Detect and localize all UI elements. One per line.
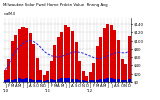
- Bar: [124, 80, 127, 82]
- Bar: [110, 25, 113, 82]
- Bar: [11, 80, 14, 82]
- Bar: [53, 45, 56, 82]
- Bar: [96, 46, 99, 82]
- Bar: [60, 32, 63, 82]
- Bar: [57, 79, 60, 82]
- Bar: [103, 28, 106, 82]
- Bar: [85, 81, 88, 82]
- Bar: [78, 60, 81, 82]
- Bar: [43, 81, 46, 82]
- Bar: [128, 36, 131, 82]
- Bar: [32, 44, 35, 82]
- Bar: [18, 78, 21, 82]
- Bar: [32, 80, 35, 82]
- Bar: [64, 78, 67, 82]
- Bar: [21, 28, 24, 82]
- Bar: [92, 80, 95, 82]
- Bar: [7, 59, 10, 82]
- Bar: [11, 41, 14, 82]
- Bar: [53, 80, 56, 82]
- Bar: [99, 37, 102, 82]
- Bar: [57, 37, 60, 82]
- Bar: [75, 42, 78, 82]
- Bar: [50, 79, 53, 82]
- Bar: [36, 58, 39, 82]
- Bar: [106, 24, 109, 82]
- Text: Milwaukee Solar Pwrd Home Prdctn Value  Rnnng Avg: Milwaukee Solar Pwrd Home Prdctn Value R…: [3, 3, 108, 7]
- Bar: [39, 70, 42, 82]
- Bar: [64, 25, 67, 82]
- Bar: [110, 78, 113, 82]
- Bar: [89, 72, 92, 82]
- Text: $ val  $M.0: $ val $M.0: [3, 10, 16, 17]
- Bar: [82, 71, 85, 82]
- Bar: [4, 70, 7, 82]
- Bar: [25, 78, 28, 82]
- Bar: [113, 30, 116, 82]
- Bar: [39, 80, 42, 82]
- Bar: [46, 80, 49, 82]
- Bar: [117, 79, 120, 82]
- Bar: [120, 80, 124, 82]
- Bar: [78, 80, 81, 82]
- Bar: [68, 28, 70, 82]
- Bar: [99, 79, 102, 82]
- Bar: [4, 80, 7, 82]
- Bar: [103, 79, 106, 82]
- Bar: [21, 79, 24, 82]
- Bar: [46, 71, 49, 82]
- Bar: [128, 79, 131, 82]
- Bar: [117, 40, 120, 82]
- Bar: [106, 78, 109, 82]
- Bar: [43, 75, 46, 82]
- Bar: [18, 29, 21, 82]
- Bar: [7, 79, 10, 82]
- Bar: [75, 79, 78, 82]
- Bar: [29, 33, 32, 82]
- Bar: [113, 79, 116, 82]
- Bar: [68, 78, 70, 82]
- Bar: [120, 59, 124, 82]
- Bar: [25, 28, 28, 82]
- Bar: [96, 80, 99, 82]
- Bar: [71, 79, 74, 82]
- Bar: [124, 64, 127, 82]
- Bar: [82, 80, 85, 82]
- Bar: [60, 78, 63, 82]
- Bar: [14, 79, 17, 82]
- Bar: [36, 80, 39, 82]
- Bar: [14, 34, 17, 82]
- Bar: [29, 79, 32, 82]
- Bar: [92, 63, 95, 82]
- Bar: [50, 61, 53, 82]
- Bar: [85, 76, 88, 82]
- Bar: [89, 80, 92, 82]
- Bar: [71, 31, 74, 82]
